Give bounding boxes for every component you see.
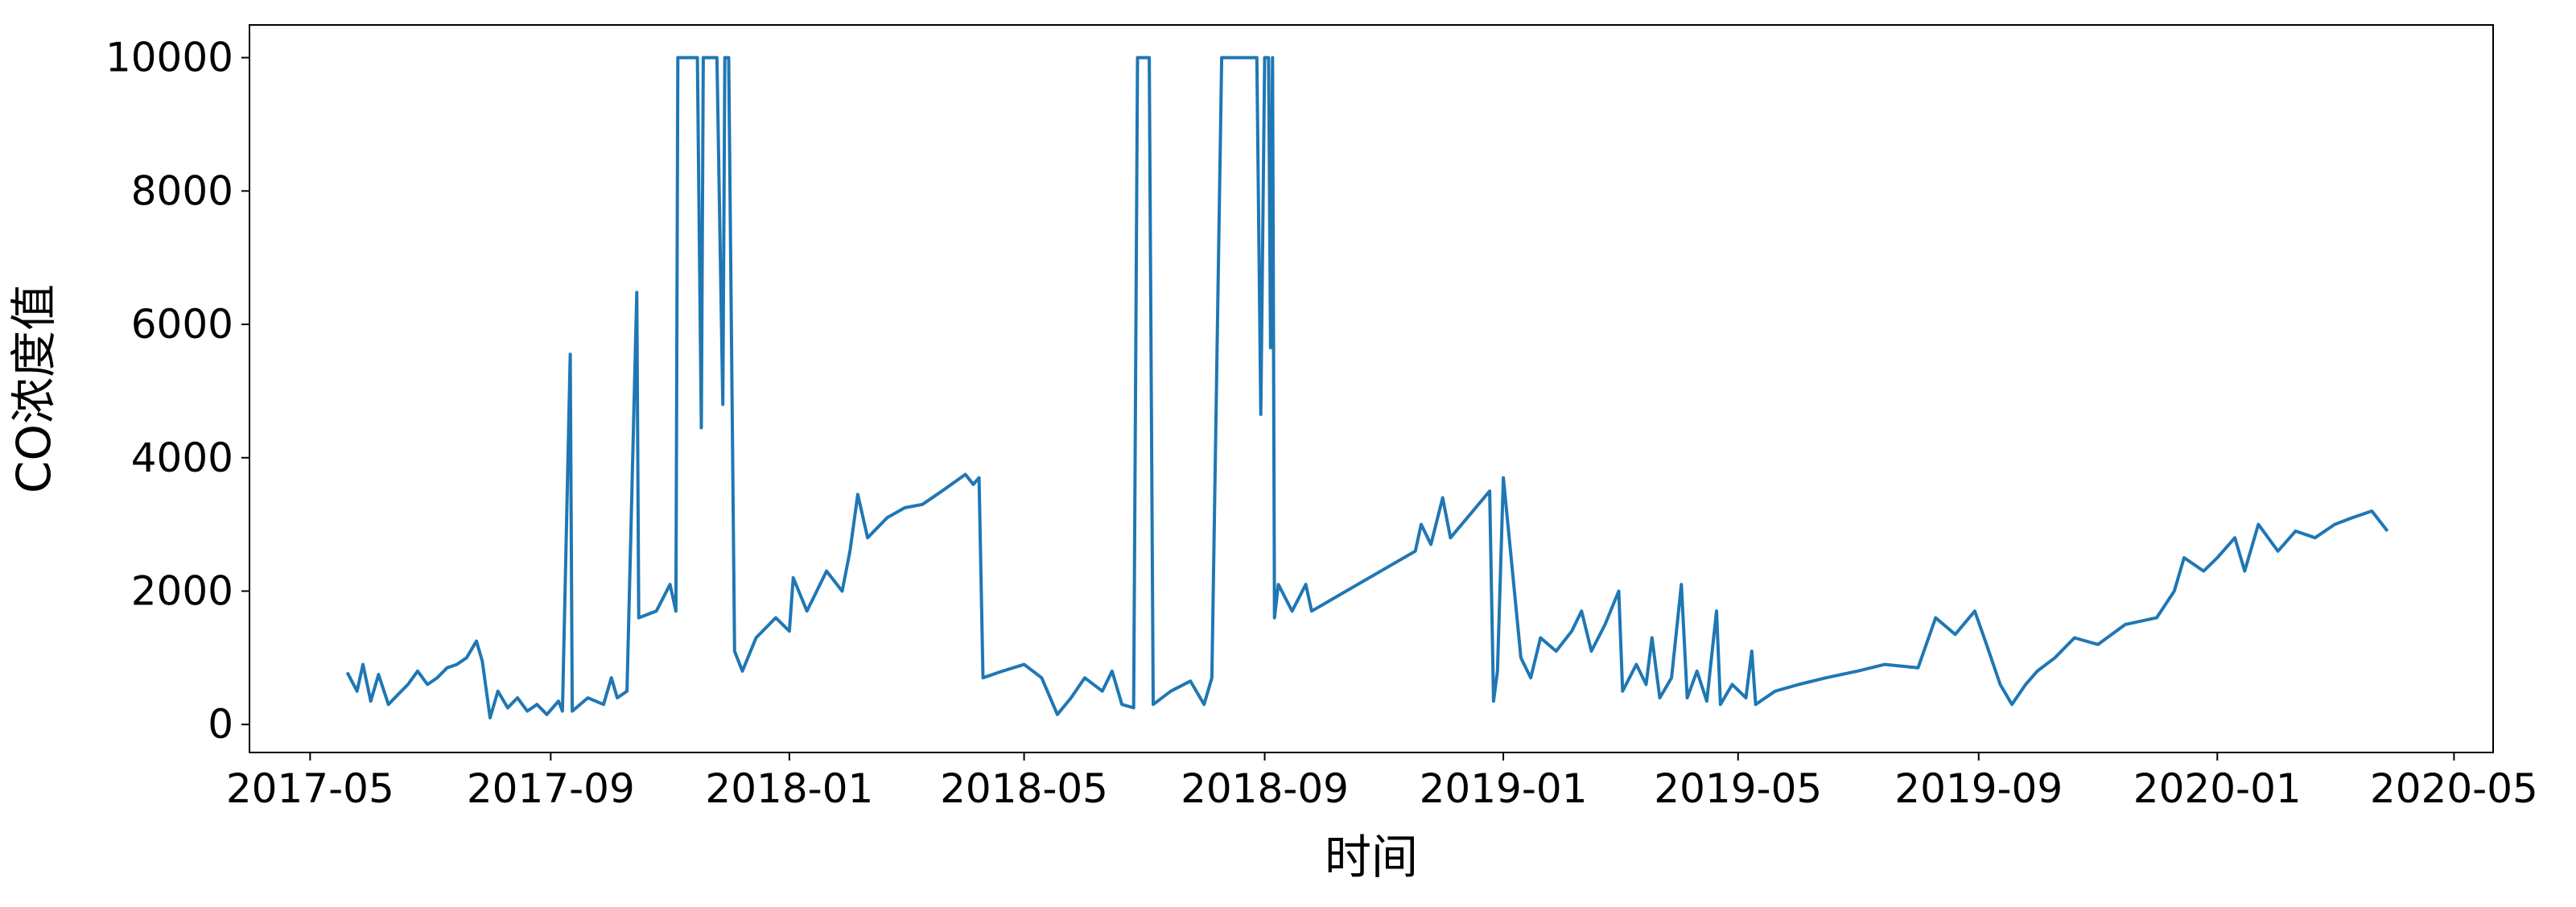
y-tick-label: 10000 [105, 35, 233, 81]
x-tick-label: 2019-05 [1654, 765, 1822, 812]
x-tick-label: 2019-09 [1894, 765, 2063, 812]
y-tick-label: 0 [208, 701, 233, 748]
x-tick-label: 2018-01 [705, 765, 873, 812]
x-tick-label: 2019-01 [1420, 765, 1588, 812]
x-tick-label: 2017-05 [226, 765, 394, 812]
y-tick-label: 4000 [131, 435, 233, 481]
x-tick-label: 2020-01 [2133, 765, 2302, 812]
x-axis-label: 时间 [1325, 830, 1418, 884]
y-axis-label: CO浓度值 [6, 284, 61, 493]
plot-frame [249, 24, 2494, 753]
x-tick-label: 2020-05 [2370, 765, 2538, 812]
x-tick-label: 2018-09 [1181, 765, 1349, 812]
y-tick-label: 6000 [131, 301, 233, 348]
data-line [345, 56, 2389, 719]
y-tick-label: 8000 [131, 167, 233, 214]
x-tick-label: 2017-09 [467, 765, 635, 812]
y-tick-label: 2000 [131, 567, 233, 614]
x-tick-label: 2018-05 [940, 765, 1108, 812]
